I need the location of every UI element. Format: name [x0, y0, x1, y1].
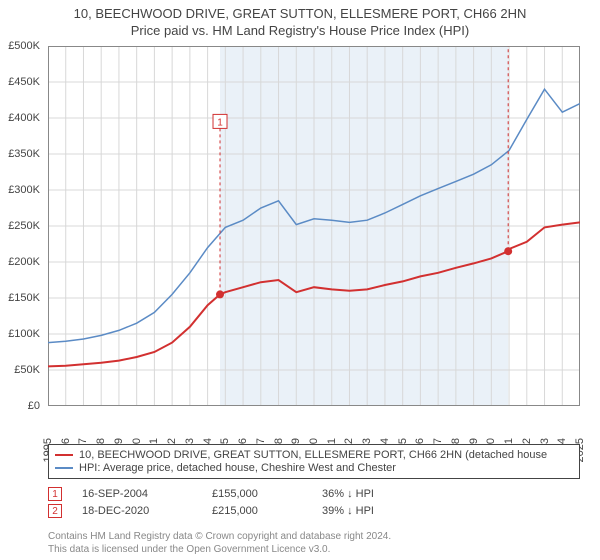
transaction-pct: 36% ↓ HPI — [322, 488, 374, 500]
transaction-price: £215,000 — [212, 505, 302, 517]
y-axis-label: £100K — [8, 328, 40, 340]
transaction-marker: 1 — [48, 487, 62, 501]
y-axis-label: £350K — [8, 148, 40, 160]
footer-line1: Contains HM Land Registry data © Crown c… — [48, 530, 391, 543]
y-axis-label: £200K — [8, 256, 40, 268]
y-axis-label: £250K — [8, 220, 40, 232]
legend-row: 10, BEECHWOOD DRIVE, GREAT SUTTON, ELLES… — [55, 449, 573, 461]
y-axis-label: £300K — [8, 184, 40, 196]
chart-title-line2: Price paid vs. HM Land Registry's House … — [0, 23, 600, 38]
y-axis-labels: £0£50K£100K£150K£200K£250K£300K£350K£400… — [0, 46, 44, 406]
y-axis-label: £0 — [28, 400, 40, 412]
legend-swatch — [55, 467, 73, 469]
transaction-price: £155,000 — [212, 488, 302, 500]
legend-row: HPI: Average price, detached house, Ches… — [55, 462, 573, 474]
marker-label-1: 1 — [217, 117, 223, 128]
legend: 10, BEECHWOOD DRIVE, GREAT SUTTON, ELLES… — [48, 444, 580, 479]
price-chart: 12 — [48, 46, 580, 406]
transaction-date: 18-DEC-2020 — [82, 505, 192, 517]
y-axis-label: £150K — [8, 292, 40, 304]
legend-label: 10, BEECHWOOD DRIVE, GREAT SUTTON, ELLES… — [79, 449, 547, 461]
y-axis-label: £500K — [8, 40, 40, 52]
transaction-row: 2 18-DEC-2020 £215,000 39% ↓ HPI — [48, 504, 580, 518]
footer-attribution: Contains HM Land Registry data © Crown c… — [48, 530, 391, 556]
legend-swatch — [55, 454, 73, 456]
legend-label: HPI: Average price, detached house, Ches… — [79, 462, 396, 474]
chart-title-line1: 10, BEECHWOOD DRIVE, GREAT SUTTON, ELLES… — [0, 6, 600, 21]
transaction-rows: 1 16-SEP-2004 £155,000 36% ↓ HPI 2 18-DEC-202… — [48, 484, 580, 521]
chart-title-block: 10, BEECHWOOD DRIVE, GREAT SUTTON, ELLES… — [0, 0, 600, 38]
x-axis-labels: 1995199619971998199920002001200220032004… — [48, 408, 580, 438]
y-axis-label: £450K — [8, 76, 40, 88]
transaction-marker: 2 — [48, 504, 62, 518]
transaction-row: 1 16-SEP-2004 £155,000 36% ↓ HPI — [48, 487, 580, 501]
footer-line2: This data is licensed under the Open Gov… — [48, 543, 391, 556]
chart-svg: 12 — [48, 46, 580, 406]
transaction-pct: 39% ↓ HPI — [322, 505, 374, 517]
transaction-date: 16-SEP-2004 — [82, 488, 192, 500]
y-axis-label: £400K — [8, 112, 40, 124]
y-axis-label: £50K — [14, 364, 40, 376]
